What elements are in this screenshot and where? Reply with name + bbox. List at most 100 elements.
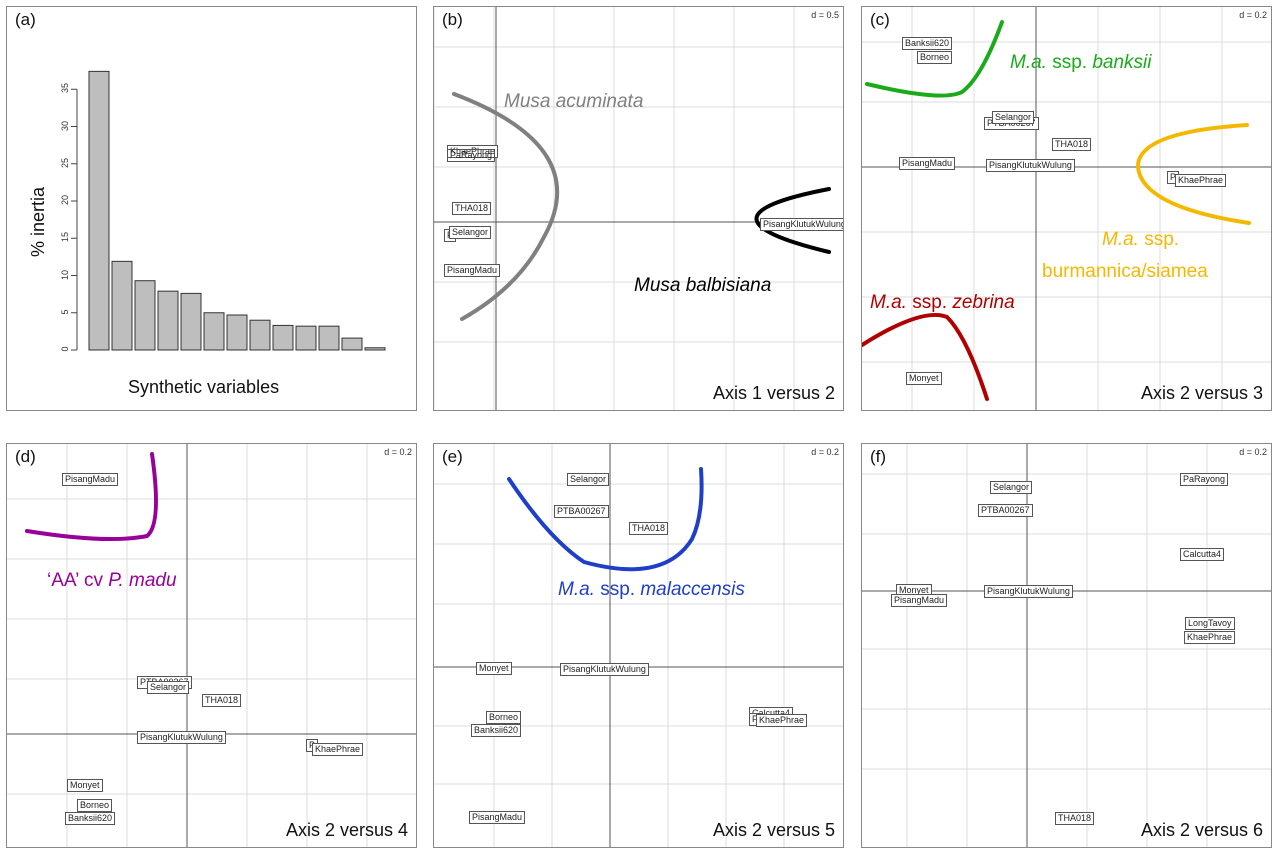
panel-f-axis-2-vs-6: (f) d = 0.2 Selangor PTBA00267 PaRayong …: [861, 443, 1272, 848]
y-tick-label: 35: [60, 83, 70, 94]
scale-label: d = 0.2: [811, 447, 839, 457]
p-madu-curve: [25, 452, 158, 542]
panel-a-scree-bar-chart: (a) 0 5 10 15 20 25 30 35 % inertia Synthetic v…: [6, 6, 417, 411]
bar: [134, 280, 156, 351]
group-label-burmannica-line2: burmannica/siamea: [1042, 261, 1208, 282]
point-label: PisangMadu: [469, 811, 526, 824]
point-label: Borneo: [77, 799, 113, 812]
panel-label: (f): [870, 447, 887, 466]
point-label: PisangKlutukWulung: [984, 585, 1073, 598]
point-label: THA018: [1055, 812, 1095, 825]
axis-caption: Axis 2 versus 5: [712, 820, 835, 840]
bar: [272, 324, 294, 351]
y-tick-label: 20: [60, 195, 70, 206]
point-label: PTBA00267: [978, 504, 1033, 517]
burmannica-curve: [1135, 123, 1251, 225]
axis-caption: Axis 2 versus 4: [285, 820, 408, 840]
point-label: PaRayong: [447, 149, 496, 162]
scale-label: d = 0.5: [811, 10, 839, 20]
bar: [111, 260, 133, 351]
axis-caption: Axis 2 versus 6: [1140, 820, 1263, 840]
point-label: Banksii620: [471, 724, 522, 737]
point-label: PisangMadu: [444, 264, 501, 277]
grid: [862, 7, 1271, 410]
point-label: Monyet: [67, 779, 103, 792]
zebrina-curve: [862, 312, 989, 401]
group-label-musa-balbisiana: Musa balbisiana: [634, 275, 772, 296]
point-label: PisangKlutukWulung: [137, 731, 226, 744]
y-tick-label: 15: [60, 232, 70, 243]
point-label: THA018: [452, 202, 492, 215]
panel-label: (a): [15, 10, 36, 29]
group-label-burmannica: M.a. ssp.: [1102, 229, 1180, 250]
bar: [341, 337, 363, 351]
bar: [88, 70, 110, 351]
group-label-malaccensis: M.a. ssp. malaccensis: [558, 579, 745, 600]
y-tick-label: 30: [60, 120, 70, 131]
bar: [318, 325, 340, 351]
point-label: Monyet: [476, 662, 512, 675]
point-label: PaRayong: [1180, 473, 1229, 486]
point-label: PisangMadu: [899, 157, 956, 170]
bar-chart-svg: [71, 70, 386, 351]
panel-label: (b): [442, 10, 463, 29]
point-label: PisangKlutukWulung: [560, 663, 649, 676]
point-label: PisangKlutukWulung: [760, 218, 843, 231]
point-label: Selangor: [990, 481, 1033, 494]
point-label: Borneo: [486, 711, 522, 724]
panel-label: (e): [442, 447, 463, 466]
panel-d-axis-2-vs-4: (d) d = 0.2 PisangMadu PTBA00267 Selango…: [6, 443, 417, 848]
panel-c-axis-2-vs-3: (c) d = 0.2 Banksii620 Borneo PTBA00267 …: [861, 6, 1272, 411]
x-axis-label: Synthetic variables: [128, 377, 280, 397]
point-label: Borneo: [917, 51, 953, 64]
bar: [180, 292, 202, 351]
y-tick-label: 25: [60, 157, 70, 168]
point-label: KhaePhrae: [312, 743, 364, 756]
point-label: KhaePhrae: [1175, 174, 1227, 187]
y-tick-label: 5: [60, 309, 70, 315]
point-label: Banksii620: [65, 812, 116, 825]
bar: [157, 290, 179, 351]
point-label: PisangMadu: [62, 473, 119, 486]
bar: [203, 312, 225, 351]
scale-label: d = 0.2: [1239, 10, 1267, 20]
panel-label: (c): [870, 10, 890, 29]
point-label: Selangor: [992, 111, 1035, 124]
panel-e-axis-2-vs-5: (e) d = 0.2 Selangor PTBA00267 THA018 Mo…: [433, 443, 844, 848]
scale-label: d = 0.2: [1239, 447, 1267, 457]
banksii-curve: [865, 20, 1004, 98]
bar: [249, 319, 271, 351]
point-label: KhaePhrae: [1184, 631, 1236, 644]
bar: [226, 314, 248, 351]
point-label: Selangor: [147, 681, 190, 694]
scale-label: d = 0.2: [384, 447, 412, 457]
panel-label: (d): [15, 447, 36, 466]
musa-acuminata-curve: [452, 92, 560, 321]
point-label: KhaePhrae: [447, 145, 499, 158]
point-label: PTBA00267: [554, 505, 609, 518]
axis-caption: Axis 2 versus 3: [1140, 383, 1263, 403]
musa-balbisiana-curve: [754, 187, 831, 254]
point-label: LongTavoy: [1185, 617, 1235, 630]
grid: [434, 444, 843, 847]
point-label: Banksii620: [902, 37, 953, 50]
group-label-p-madu: ‘AA’ cv P. madu: [47, 570, 177, 591]
y-tick-label: 0: [60, 346, 70, 352]
point-label: PisangMadu: [891, 594, 948, 607]
bar: [295, 325, 317, 351]
panel-b-axis-1-vs-2: (b) d = 0.5 KhaePhrae PaRayong THA018 P …: [433, 6, 844, 411]
point-label: KhaePhrae: [756, 714, 808, 727]
point-label: THA018: [1052, 138, 1092, 151]
point-label: Calcutta4: [1180, 548, 1225, 561]
grid: [7, 444, 416, 847]
axis-caption: Axis 1 versus 2: [712, 383, 835, 403]
point-label: THA018: [629, 522, 669, 535]
bar: [364, 347, 386, 351]
point-label: PisangKlutukWulung: [986, 159, 1075, 172]
y-axis-label: % inertia: [28, 186, 48, 257]
malaccensis-curve: [507, 467, 704, 572]
point-label: Selangor: [567, 473, 610, 486]
group-label-zebrina: M.a. ssp. zebrina: [870, 292, 1015, 313]
y-tick-label: 10: [60, 269, 70, 280]
grid: [434, 7, 843, 410]
